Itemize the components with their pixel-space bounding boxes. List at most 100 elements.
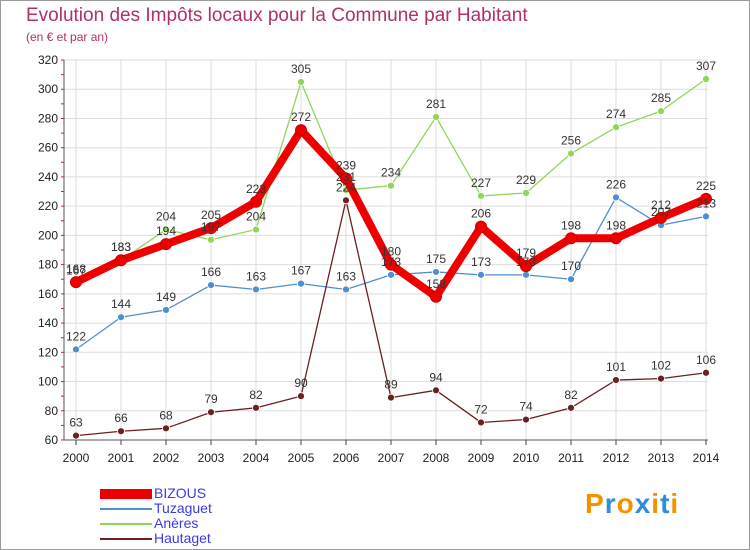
data-label: 274	[606, 107, 626, 121]
data-point	[207, 408, 215, 417]
data-point	[295, 124, 307, 137]
y-tick-label: 300	[38, 82, 58, 96]
data-label: 89	[384, 378, 398, 392]
data-label: 166	[201, 265, 221, 279]
data-label: 305	[291, 62, 311, 76]
data-label: 285	[651, 91, 671, 105]
data-point	[250, 195, 262, 208]
x-tick-label: 2001	[108, 451, 135, 465]
y-tick-label: 320	[38, 53, 58, 67]
data-point	[297, 78, 305, 86]
legend: BIZOUS Tuzaguet Anères Hautaget	[100, 485, 300, 546]
legend-swatch	[100, 538, 152, 540]
data-label: 72	[474, 402, 488, 416]
data-point	[162, 424, 170, 433]
data-point	[385, 258, 397, 271]
data-point	[612, 123, 620, 132]
legend-swatch	[100, 523, 152, 525]
data-point	[162, 306, 170, 314]
data-label: 180	[381, 245, 401, 259]
data-label: 163	[336, 269, 356, 283]
data-point	[567, 275, 575, 284]
series-layer	[70, 75, 712, 440]
data-label: 207	[651, 205, 671, 219]
data-label: 90	[294, 376, 308, 390]
data-point	[477, 192, 485, 200]
data-point	[567, 403, 575, 412]
x-tick-label: 2004	[243, 451, 270, 465]
data-label: 170	[561, 259, 581, 273]
data-label: 204	[246, 210, 266, 224]
data-point	[702, 368, 710, 377]
data-label: 223	[246, 182, 266, 196]
data-label: 239	[336, 158, 356, 172]
data-label: 149	[156, 290, 176, 304]
data-label: 66	[114, 411, 128, 425]
data-point	[297, 279, 305, 288]
data-label: 94	[429, 370, 443, 384]
data-label: 74	[519, 400, 533, 414]
axes: 60 80 100 120 140 160 180 200 220 240 260 280 300 320…	[38, 53, 720, 465]
data-point	[520, 260, 532, 273]
data-point	[655, 211, 667, 224]
data-point	[160, 238, 172, 251]
data-label: 197	[201, 220, 221, 234]
data-point	[475, 220, 487, 233]
data-point	[207, 281, 215, 289]
data-label: 106	[696, 353, 716, 367]
data-label: 168	[66, 262, 86, 276]
y-tick-label: 280	[38, 111, 58, 125]
data-label: 234	[381, 166, 401, 180]
data-label: 179	[516, 246, 536, 260]
data-label: 205	[201, 208, 221, 222]
data-point	[477, 270, 485, 279]
x-tick-label: 2002	[153, 451, 180, 465]
y-tick-label: 260	[38, 141, 58, 155]
data-point	[702, 212, 710, 221]
legend-label: BIZOUS	[154, 485, 207, 501]
data-label: 229	[516, 173, 536, 187]
data-label: 163	[246, 269, 266, 283]
data-point	[657, 374, 665, 383]
grid-lines	[64, 59, 708, 441]
data-label: 272	[291, 110, 311, 124]
legend-label: Anères	[154, 515, 199, 531]
data-label: 173	[381, 255, 401, 269]
data-point	[342, 196, 350, 205]
data-point	[612, 376, 620, 384]
data-point	[72, 431, 80, 440]
data-label: 173	[471, 255, 491, 269]
data-point	[387, 181, 395, 190]
data-point	[205, 222, 217, 235]
y-tick-label: 120	[38, 345, 58, 359]
data-label: 82	[564, 388, 578, 402]
x-tick-label: 2014	[693, 451, 720, 465]
x-tick-label: 2007	[378, 451, 405, 465]
data-label: 204	[156, 210, 176, 224]
series-tuzaguet	[72, 193, 710, 354]
proxiti-logo: Proxiti	[585, 488, 679, 520]
data-point	[117, 313, 125, 322]
data-point	[70, 276, 82, 289]
data-point	[252, 225, 260, 234]
data-label: 231	[336, 170, 356, 184]
y-tick-label: 180	[38, 258, 58, 272]
legend-label: Hautaget	[154, 530, 211, 546]
data-label: 175	[426, 252, 446, 266]
data-label: 307	[696, 59, 716, 73]
legend-swatch	[100, 508, 152, 510]
legend-label: Tuzaguet	[154, 500, 212, 516]
legend-item-bizous: BIZOUS	[100, 485, 300, 501]
y-tick-label: 220	[38, 199, 58, 213]
data-label: 122	[66, 329, 86, 343]
data-point	[522, 189, 530, 197]
legend-swatch	[100, 489, 152, 499]
logo-letter: o	[616, 488, 635, 519]
chart-title: Evolution des Impôts locaux pour la Comm…	[26, 5, 528, 26]
data-label: 167	[291, 264, 311, 278]
data-point	[387, 270, 395, 279]
logo-letter: i	[651, 488, 661, 519]
data-point	[297, 392, 305, 401]
data-point	[432, 113, 440, 121]
